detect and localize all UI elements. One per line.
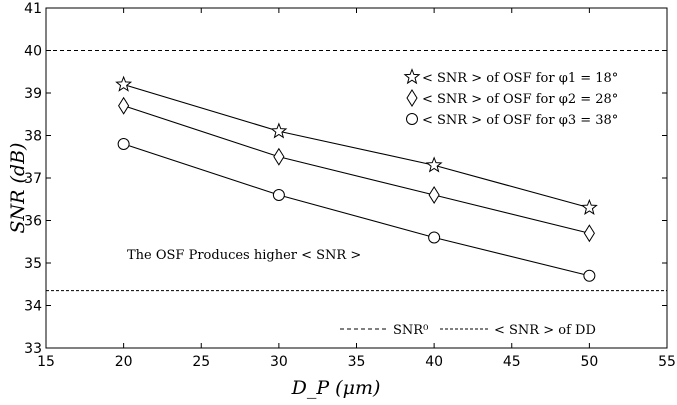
diamond-marker <box>583 224 595 243</box>
star-marker <box>403 68 421 85</box>
x-tick-label: 55 <box>658 354 676 370</box>
x-tick-label: 50 <box>580 354 598 370</box>
diamond-marker <box>273 147 285 166</box>
series-2 <box>118 96 595 243</box>
bottom-legend-label-1: SNR⁰ <box>393 323 428 338</box>
axes-box <box>45 7 668 349</box>
x-tick-label: 25 <box>192 354 210 370</box>
y-tick-label: 41 <box>24 1 42 17</box>
y-axis-label: SNR (dB) <box>7 143 29 234</box>
series-layer <box>115 75 598 282</box>
y-tick-label: 40 <box>24 44 42 60</box>
axis-ticks: 15 20 25 30 35 40 45 50 55 33 34 35 36 37 38 39 40 41 <box>24 1 676 370</box>
y-tick-label: 35 <box>24 256 42 272</box>
series-line <box>123 143 590 277</box>
x-tick-label: 35 <box>348 354 366 370</box>
bottom-legend-label-2: < SNR > of DD <box>494 323 596 338</box>
series-line <box>123 105 590 234</box>
y-tick-label: 37 <box>24 171 42 187</box>
x-tick-label: 30 <box>270 354 288 370</box>
circle-marker <box>272 189 285 201</box>
y-tick-label: 34 <box>24 299 42 315</box>
legend: < SNR > of OSF for φ1 = 18° < SNR > of OS… <box>403 68 618 128</box>
x-tick-label: 20 <box>115 354 133 370</box>
annotation-text: The OSF Produces higher < SNR > <box>127 248 361 263</box>
diamond-marker <box>118 96 130 115</box>
y-tick-label: 39 <box>24 86 42 102</box>
circle-marker <box>406 113 418 125</box>
x-tick-label: 45 <box>503 354 521 370</box>
x-axis-label: D_P (μm) <box>291 377 381 399</box>
y-tick-label: 33 <box>24 341 42 357</box>
bottom-legend: SNR⁰ < SNR > of DD <box>340 323 596 338</box>
diamond-marker <box>406 89 418 107</box>
series-3 <box>117 138 596 282</box>
reference-lines <box>46 50 667 292</box>
x-tick-label: 15 <box>37 354 55 370</box>
legend-entry-1: < SNR > of OSF for φ1 = 18° <box>422 71 618 86</box>
legend-entry-2: < SNR > of OSF for φ2 = 28° <box>422 92 618 107</box>
circle-marker <box>583 269 596 282</box>
circle-marker <box>428 231 441 244</box>
diamond-marker <box>428 186 440 204</box>
circle-marker <box>117 138 130 150</box>
star-marker <box>270 122 288 139</box>
y-tick-label: 36 <box>24 214 42 230</box>
series-1 <box>115 75 598 215</box>
x-tick-label: 40 <box>425 354 443 370</box>
y-tick-label: 38 <box>24 129 42 145</box>
series-line <box>123 83 590 209</box>
star-marker <box>580 198 598 215</box>
axes-frame <box>45 7 668 349</box>
star-marker <box>425 156 443 173</box>
legend-entry-3: < SNR > of OSF for φ3 = 38° <box>422 113 618 128</box>
star-marker <box>115 75 133 92</box>
